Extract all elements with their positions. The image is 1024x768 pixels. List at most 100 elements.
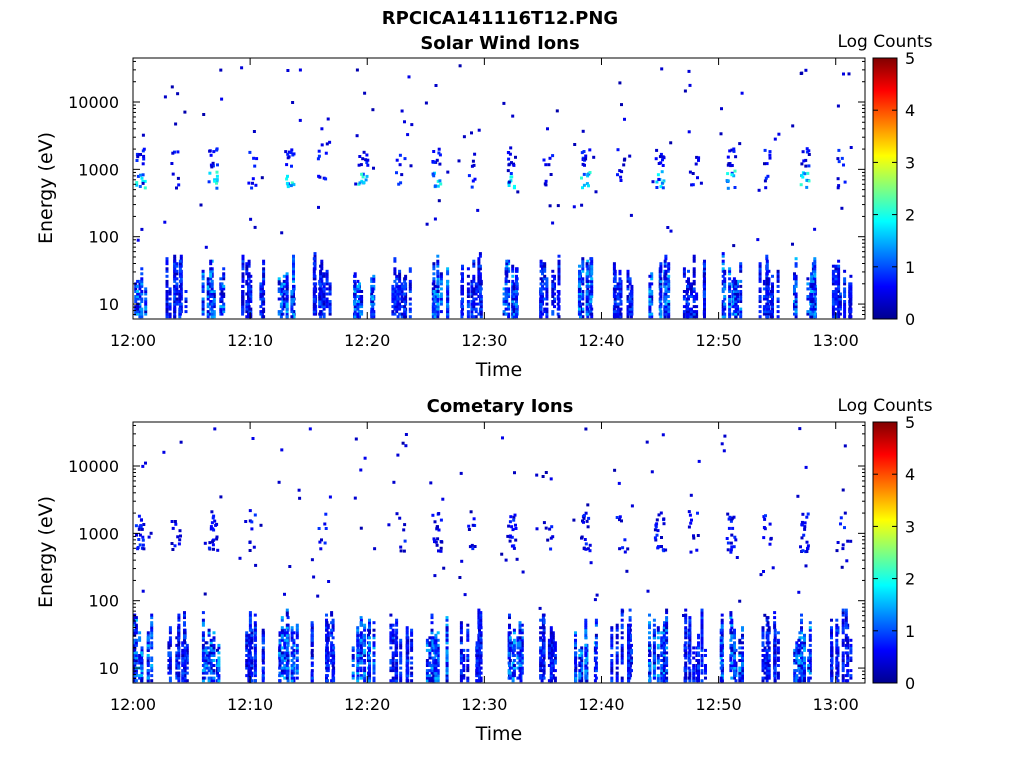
spectrogram-cell: [391, 666, 395, 670]
spectrogram-cell: [628, 279, 632, 283]
spectrogram-cell: [310, 621, 314, 625]
spectrogram-cell: [590, 272, 594, 276]
spectrogram-cell: [512, 515, 516, 519]
spectrogram-cell: [219, 495, 223, 499]
spectrogram-cell: [771, 282, 774, 286]
spectrogram-cell: [479, 654, 483, 657]
spectrogram-cell: [616, 284, 620, 288]
spectrogram-cell: [290, 664, 294, 667]
spectrogram-cell: [138, 533, 142, 537]
spectrogram-cell: [175, 277, 179, 281]
spectrogram-cell: [511, 300, 515, 303]
spectrogram-cell: [794, 279, 798, 283]
spectrogram-cell: [432, 537, 436, 541]
spectrogram-cell: [542, 628, 546, 632]
spectrogram-cell: [648, 295, 652, 298]
spectrogram-cell: [692, 305, 696, 309]
spectrogram-cell: [520, 628, 524, 632]
spectrogram-cell: [178, 267, 182, 271]
spectrogram-cell: [610, 666, 614, 670]
spectrogram-cell: [474, 315, 478, 319]
spectrogram-cell: [168, 676, 172, 680]
spectrogram-cell: [515, 315, 518, 319]
spectrogram-cell: [516, 646, 520, 650]
spectrogram-cell: [165, 274, 169, 278]
spectrogram-cell: [721, 262, 725, 266]
spectrogram-cell: [285, 671, 289, 675]
spectrogram-cell: [667, 312, 671, 316]
spectrogram-cell: [292, 641, 296, 645]
spectrogram-cell: [168, 641, 172, 645]
spectrogram-cell: [445, 656, 449, 660]
spectrogram-cell: [312, 292, 316, 296]
spectrogram-cell: [434, 638, 438, 642]
spectrogram-cell: [776, 297, 780, 301]
spectrogram-cell: [834, 267, 838, 271]
spectrogram-cell: [843, 290, 847, 293]
spectrogram-cell: [539, 292, 543, 296]
spectrogram-cell: [810, 272, 814, 276]
spectrogram-cell: [836, 177, 840, 181]
spectrogram-cell: [184, 297, 188, 301]
spectrogram-cell: [547, 638, 551, 642]
spectrogram-cell: [518, 621, 522, 625]
spectrogram-cell: [721, 254, 725, 258]
panel-title-solar-wind: Solar Wind Ions: [420, 33, 579, 54]
spectrogram-cell: [620, 656, 624, 660]
spectrogram-cell: [504, 558, 508, 562]
spectrogram-cell: [510, 161, 513, 165]
spectrogram-cell: [140, 297, 144, 301]
spectrogram-cell: [834, 264, 838, 268]
spectrogram-cell: [476, 208, 480, 212]
spectrogram-cell: [143, 179, 147, 183]
spectrogram-cell: [585, 297, 589, 301]
spectrogram-cell: [248, 661, 252, 665]
spectrogram-cell: [470, 292, 474, 296]
spectrogram-cell: [616, 302, 620, 306]
spectrogram-cell: [245, 674, 249, 678]
spectrogram-cell: [353, 305, 357, 309]
spectrogram-cell: [424, 101, 428, 105]
spectrogram-cell: [136, 284, 140, 288]
spectrogram-cell: [278, 646, 282, 650]
spectrogram-cell: [466, 648, 470, 652]
spectrogram-cell: [325, 618, 328, 622]
spectrogram-cell: [220, 290, 224, 293]
spectrogram-cell: [406, 638, 410, 642]
spectrogram-cell: [183, 646, 187, 650]
spectrogram-cell: [209, 259, 213, 263]
spectrogram-cell: [150, 633, 154, 637]
spectrogram-cell: [703, 312, 706, 316]
spectrogram-cell: [178, 310, 182, 314]
spectrogram-cell: [581, 262, 585, 266]
spectrogram-cell: [408, 279, 412, 283]
spectrogram-cell: [584, 631, 588, 635]
spectrogram-cell: [292, 302, 295, 306]
spectrogram-cell: [389, 646, 393, 650]
spectrogram-cell: [736, 292, 739, 296]
spectrogram-cell: [212, 676, 216, 680]
spectrogram-cell: [171, 526, 175, 530]
spectrogram-cell: [551, 221, 555, 225]
spectrogram-cell: [472, 315, 476, 319]
spectrogram-cell: [290, 181, 294, 185]
spectrogram-cell: [319, 547, 323, 551]
spectrogram-cell: [259, 523, 263, 527]
spectrogram-cell: [428, 664, 432, 667]
spectrogram-cell: [253, 651, 257, 655]
spectrogram-cell: [695, 310, 699, 314]
spectrogram-cell: [406, 651, 410, 655]
spectrogram-cell: [404, 274, 408, 278]
spectrogram-cell: [734, 292, 738, 296]
spectrogram-cell: [667, 284, 671, 288]
spectrogram-cell: [351, 671, 355, 675]
spectrogram-cell: [399, 638, 403, 642]
spectrogram-cell: [430, 664, 434, 667]
spectrogram-cell: [201, 659, 205, 662]
spectrogram-cell: [212, 651, 216, 655]
spectrogram-cell: [238, 556, 242, 560]
spectrogram-cell: [356, 626, 360, 630]
spectrogram-cell: [288, 565, 292, 568]
spectrogram-cell: [436, 307, 440, 311]
spectrogram-cell: [667, 315, 671, 319]
